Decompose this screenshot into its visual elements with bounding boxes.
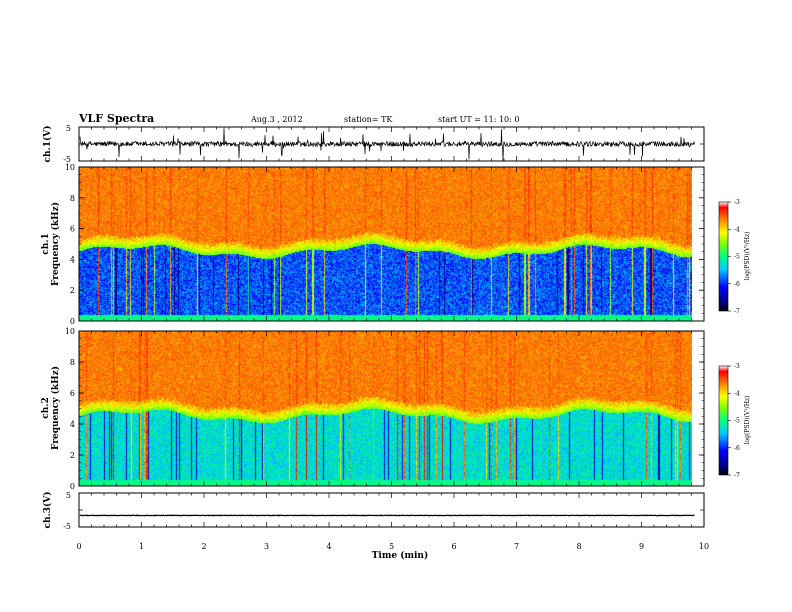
- x-tick-label: 9: [639, 542, 644, 551]
- x-tick-label: 1: [139, 542, 144, 551]
- ch1-colorbar-ticks: -3 -4 -5 -6 -7: [728, 199, 740, 315]
- colorbar-tick-label: -4: [734, 226, 740, 233]
- ch1-spectrogram-panel: 0 2 4 6 8 10 ch.1 Frequency (kHz) -3 -4 -5 -6 -7 …: [41, 163, 751, 326]
- x-tick-label: 3: [264, 542, 269, 551]
- y-tick-label: 6: [70, 389, 75, 398]
- ch1-spectrogram-yticks: 0 2 4 6 8 10: [65, 163, 704, 326]
- x-tick-label: 7: [514, 542, 519, 551]
- x-tick-label: 6: [451, 542, 456, 551]
- waveform-line: [79, 514, 695, 517]
- y-tick-label: 10: [65, 163, 75, 172]
- colorbar-tick-label: -5: [734, 254, 740, 261]
- time-axis: 0 1 2 3 4 5 6 7 8 9 10: [76, 127, 709, 551]
- colorbar-tick-label: -6: [734, 445, 740, 452]
- header-station: station= TK: [344, 115, 393, 124]
- colorbar-tick-label: -5: [734, 418, 740, 425]
- y-tick-label: 8: [70, 358, 75, 367]
- ch1-ytick-bottom: -5: [63, 155, 71, 164]
- colorbar-tick-label: -3: [734, 363, 740, 370]
- ch2-spectrogram-yticks: 0 2 4 6 8 10: [65, 327, 704, 491]
- y-tick-label: 2: [70, 286, 75, 295]
- ch2-colorbar-ticks: -3 -4 -5 -6 -7: [728, 363, 740, 479]
- waveform-line: [79, 127, 695, 161]
- figure-header: VLF Spectra Aug.3 , 2012 station= TK sta…: [78, 112, 519, 125]
- ch1-spectrogram-image: [79, 167, 692, 321]
- time-axis-label: Time (min): [372, 550, 429, 561]
- colorbar-tick-label: -6: [734, 281, 740, 288]
- y-tick-label: 0: [70, 317, 75, 326]
- colorbar-tick-label: -3: [734, 199, 740, 206]
- ch1-waveform-trace: [79, 126, 704, 162]
- ch2-spectrogram-ylabel-channel: ch.2: [41, 397, 51, 418]
- ch2-spectrogram-image: [79, 331, 692, 486]
- x-tick-label: 5: [389, 542, 394, 551]
- x-tick-label: 0: [76, 542, 81, 551]
- ch3-waveform-trace: [79, 492, 704, 528]
- colorbar-tick-label: -7: [734, 472, 740, 479]
- ch1-colorbar-label: log(PSD)(V²/Hz): [744, 232, 751, 281]
- y-tick-label: 4: [70, 420, 75, 429]
- y-tick-label: 0: [70, 482, 75, 491]
- ch2-spectrogram-ylabel: Frequency (kHz): [50, 366, 61, 450]
- figure-title: VLF Spectra: [78, 112, 154, 125]
- x-tick-label: 2: [201, 542, 206, 551]
- x-tick-label: 8: [576, 542, 581, 551]
- ch1-colorbar: -3 -4 -5 -6 -7 log(PSD)(V²/Hz): [718, 199, 751, 315]
- y-tick-label: 4: [70, 255, 75, 264]
- ch3-ytick-bottom: -5: [63, 522, 71, 531]
- x-tick-label: 10: [699, 542, 709, 551]
- ch1-colorbar-gradient: [718, 201, 729, 312]
- x-tick-label: 4: [326, 542, 331, 551]
- ch1-spectrogram-ylabel-channel: ch.1: [41, 233, 51, 254]
- ch1-waveform-ylabel: ch.1(V): [42, 126, 53, 163]
- ch3-waveform-frame: [78, 492, 705, 528]
- y-tick-label: 10: [65, 327, 75, 336]
- ch1-ytick-top: 5: [66, 124, 71, 133]
- ch1-spectrogram-ylabel: Frequency (kHz): [50, 202, 61, 286]
- y-tick-label: 8: [70, 194, 75, 203]
- colorbar-tick-label: -7: [734, 308, 740, 315]
- y-tick-label: 6: [70, 225, 75, 234]
- header-start-time: start UT = 11: 10: 0: [438, 115, 519, 124]
- ch2-colorbar: -3 -4 -5 -6 -7 log(PSD)(V²/Hz): [718, 363, 751, 479]
- header-date: Aug.3 , 2012: [250, 115, 303, 124]
- ch2-colorbar-label: log(PSD)(V²/Hz): [744, 396, 751, 445]
- colorbar-tick-label: -4: [734, 390, 740, 397]
- ch2-colorbar-gradient: [718, 365, 729, 476]
- ch3-ytick-top: 5: [66, 491, 71, 500]
- y-tick-label: 2: [70, 451, 75, 460]
- ch3-waveform-ylabel: ch.3(V): [42, 492, 53, 529]
- ch2-spectrogram-panel: 0 2 4 6 8 10 ch.2 Frequency (kHz) -3 -4 -5 -6 -7 …: [41, 327, 751, 491]
